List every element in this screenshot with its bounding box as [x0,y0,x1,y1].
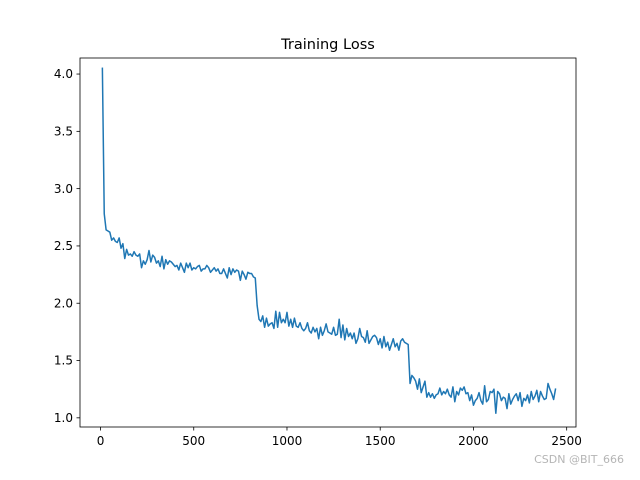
plot-area [79,57,577,428]
y-tick-label: 2.5 [54,239,73,253]
x-tick-label: 2500 [551,434,582,448]
watermark: CSDN @BIT_666 [534,453,624,466]
x-axis: 0 500 1000 1500 2000 2500 [97,427,582,448]
x-tick-label: 500 [182,434,205,448]
y-tick-label: 3.0 [54,182,73,196]
x-tick-label: 1000 [272,434,303,448]
y-tick-label: 1.5 [54,354,73,368]
chart-title: Training Loss [280,37,375,53]
y-tick-label: 1.0 [54,411,73,425]
y-axis: 1.0 1.5 2.0 2.5 3.0 3.5 4.0 [54,67,80,425]
y-tick-label: 2.0 [54,296,73,310]
x-tick-label: 0 [97,434,105,448]
plot-background [80,58,576,427]
y-tick-label: 4.0 [54,67,73,81]
x-tick-label: 2000 [458,434,489,448]
loss-series-line-0 [101,67,557,414]
plot-frame [79,57,577,428]
x-tick-label: 1500 [365,434,396,448]
y-tick-label: 3.5 [54,125,73,139]
